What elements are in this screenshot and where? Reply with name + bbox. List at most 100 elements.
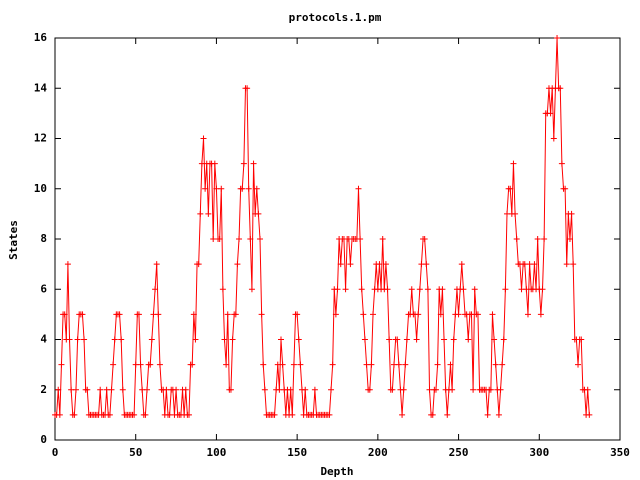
data-point [562, 185, 569, 192]
data-point [218, 185, 225, 192]
data-point [148, 336, 155, 343]
data-point [152, 286, 159, 293]
data-point [471, 286, 478, 293]
data-line [55, 37, 590, 416]
x-tick-label: 100 [206, 446, 226, 459]
data-point [575, 361, 582, 368]
data-point [347, 261, 354, 268]
data-point [197, 210, 204, 217]
data-point [399, 411, 406, 418]
data-point [72, 386, 79, 393]
data-point [450, 336, 457, 343]
data-point [415, 311, 422, 318]
data-point [155, 311, 162, 318]
data-point [368, 361, 375, 368]
data-point [439, 286, 446, 293]
data-point [245, 185, 252, 192]
x-tick-label: 250 [449, 446, 469, 459]
data-point [111, 336, 118, 343]
data-point [295, 336, 302, 343]
y-axis-label: States [7, 220, 20, 260]
data-point [537, 311, 544, 318]
data-point [474, 311, 481, 318]
x-axis-label: Depth [320, 465, 353, 478]
data-point [379, 236, 386, 242]
data-point [289, 411, 296, 418]
x-tick-label: 0 [52, 446, 59, 459]
data-point [247, 236, 254, 242]
data-point [257, 236, 264, 242]
data-point [153, 261, 160, 268]
data-point [229, 336, 236, 343]
data-point [547, 110, 554, 117]
data-point [395, 361, 402, 368]
data-point [110, 361, 117, 368]
data-point [195, 261, 202, 268]
x-tick-label: 350 [610, 446, 630, 459]
data-point [250, 160, 257, 167]
data-point [131, 411, 138, 418]
data-point [190, 311, 197, 318]
data-point [219, 286, 226, 293]
data-point [200, 135, 207, 142]
data-point [294, 311, 301, 318]
data-point [261, 386, 268, 393]
data-point [142, 411, 149, 418]
data-point [413, 336, 420, 343]
data-point [497, 386, 504, 393]
data-point [119, 386, 126, 393]
x-tick-label: 150 [287, 446, 307, 459]
y-tick-label: 16 [34, 31, 48, 44]
data-point [444, 411, 451, 418]
data-point [568, 210, 575, 217]
data-point [221, 336, 228, 343]
data-point [455, 311, 462, 318]
data-point [332, 311, 339, 318]
data-point [458, 261, 465, 268]
data-point [507, 185, 514, 192]
data-point [502, 286, 509, 293]
data-point [355, 185, 362, 192]
data-point [386, 336, 393, 343]
data-point [416, 286, 423, 293]
data-point [118, 336, 125, 343]
data-point [447, 361, 454, 368]
data-point [408, 286, 415, 293]
data-point [460, 286, 467, 293]
data-point [328, 386, 335, 393]
data-point [586, 411, 593, 418]
data-point [326, 411, 333, 418]
data-point [58, 361, 65, 368]
data-point [232, 311, 239, 318]
y-tick-label: 2 [40, 383, 47, 396]
y-tick-label: 0 [40, 433, 47, 446]
data-point [358, 286, 365, 293]
data-point [64, 261, 71, 268]
data-point [329, 361, 336, 368]
data-point [56, 411, 63, 418]
data-point [287, 386, 294, 393]
data-point [376, 261, 383, 268]
data-point [491, 336, 498, 343]
data-point [337, 261, 344, 268]
data-point [366, 386, 373, 393]
data-point [389, 386, 396, 393]
data-point [297, 361, 304, 368]
data-point [495, 411, 502, 418]
data-point [144, 386, 151, 393]
data-point [224, 311, 231, 318]
data-point [271, 411, 278, 418]
data-point [424, 286, 431, 293]
data-point [402, 361, 409, 368]
data-point [290, 361, 297, 368]
data-point [557, 85, 564, 92]
data-point [173, 386, 180, 393]
data-point [156, 361, 163, 368]
y-tick-label: 6 [40, 282, 47, 295]
x-tick-label: 200 [368, 446, 388, 459]
data-point [116, 311, 123, 318]
data-point [382, 261, 389, 268]
data-point [441, 336, 448, 343]
data-point [61, 311, 68, 318]
